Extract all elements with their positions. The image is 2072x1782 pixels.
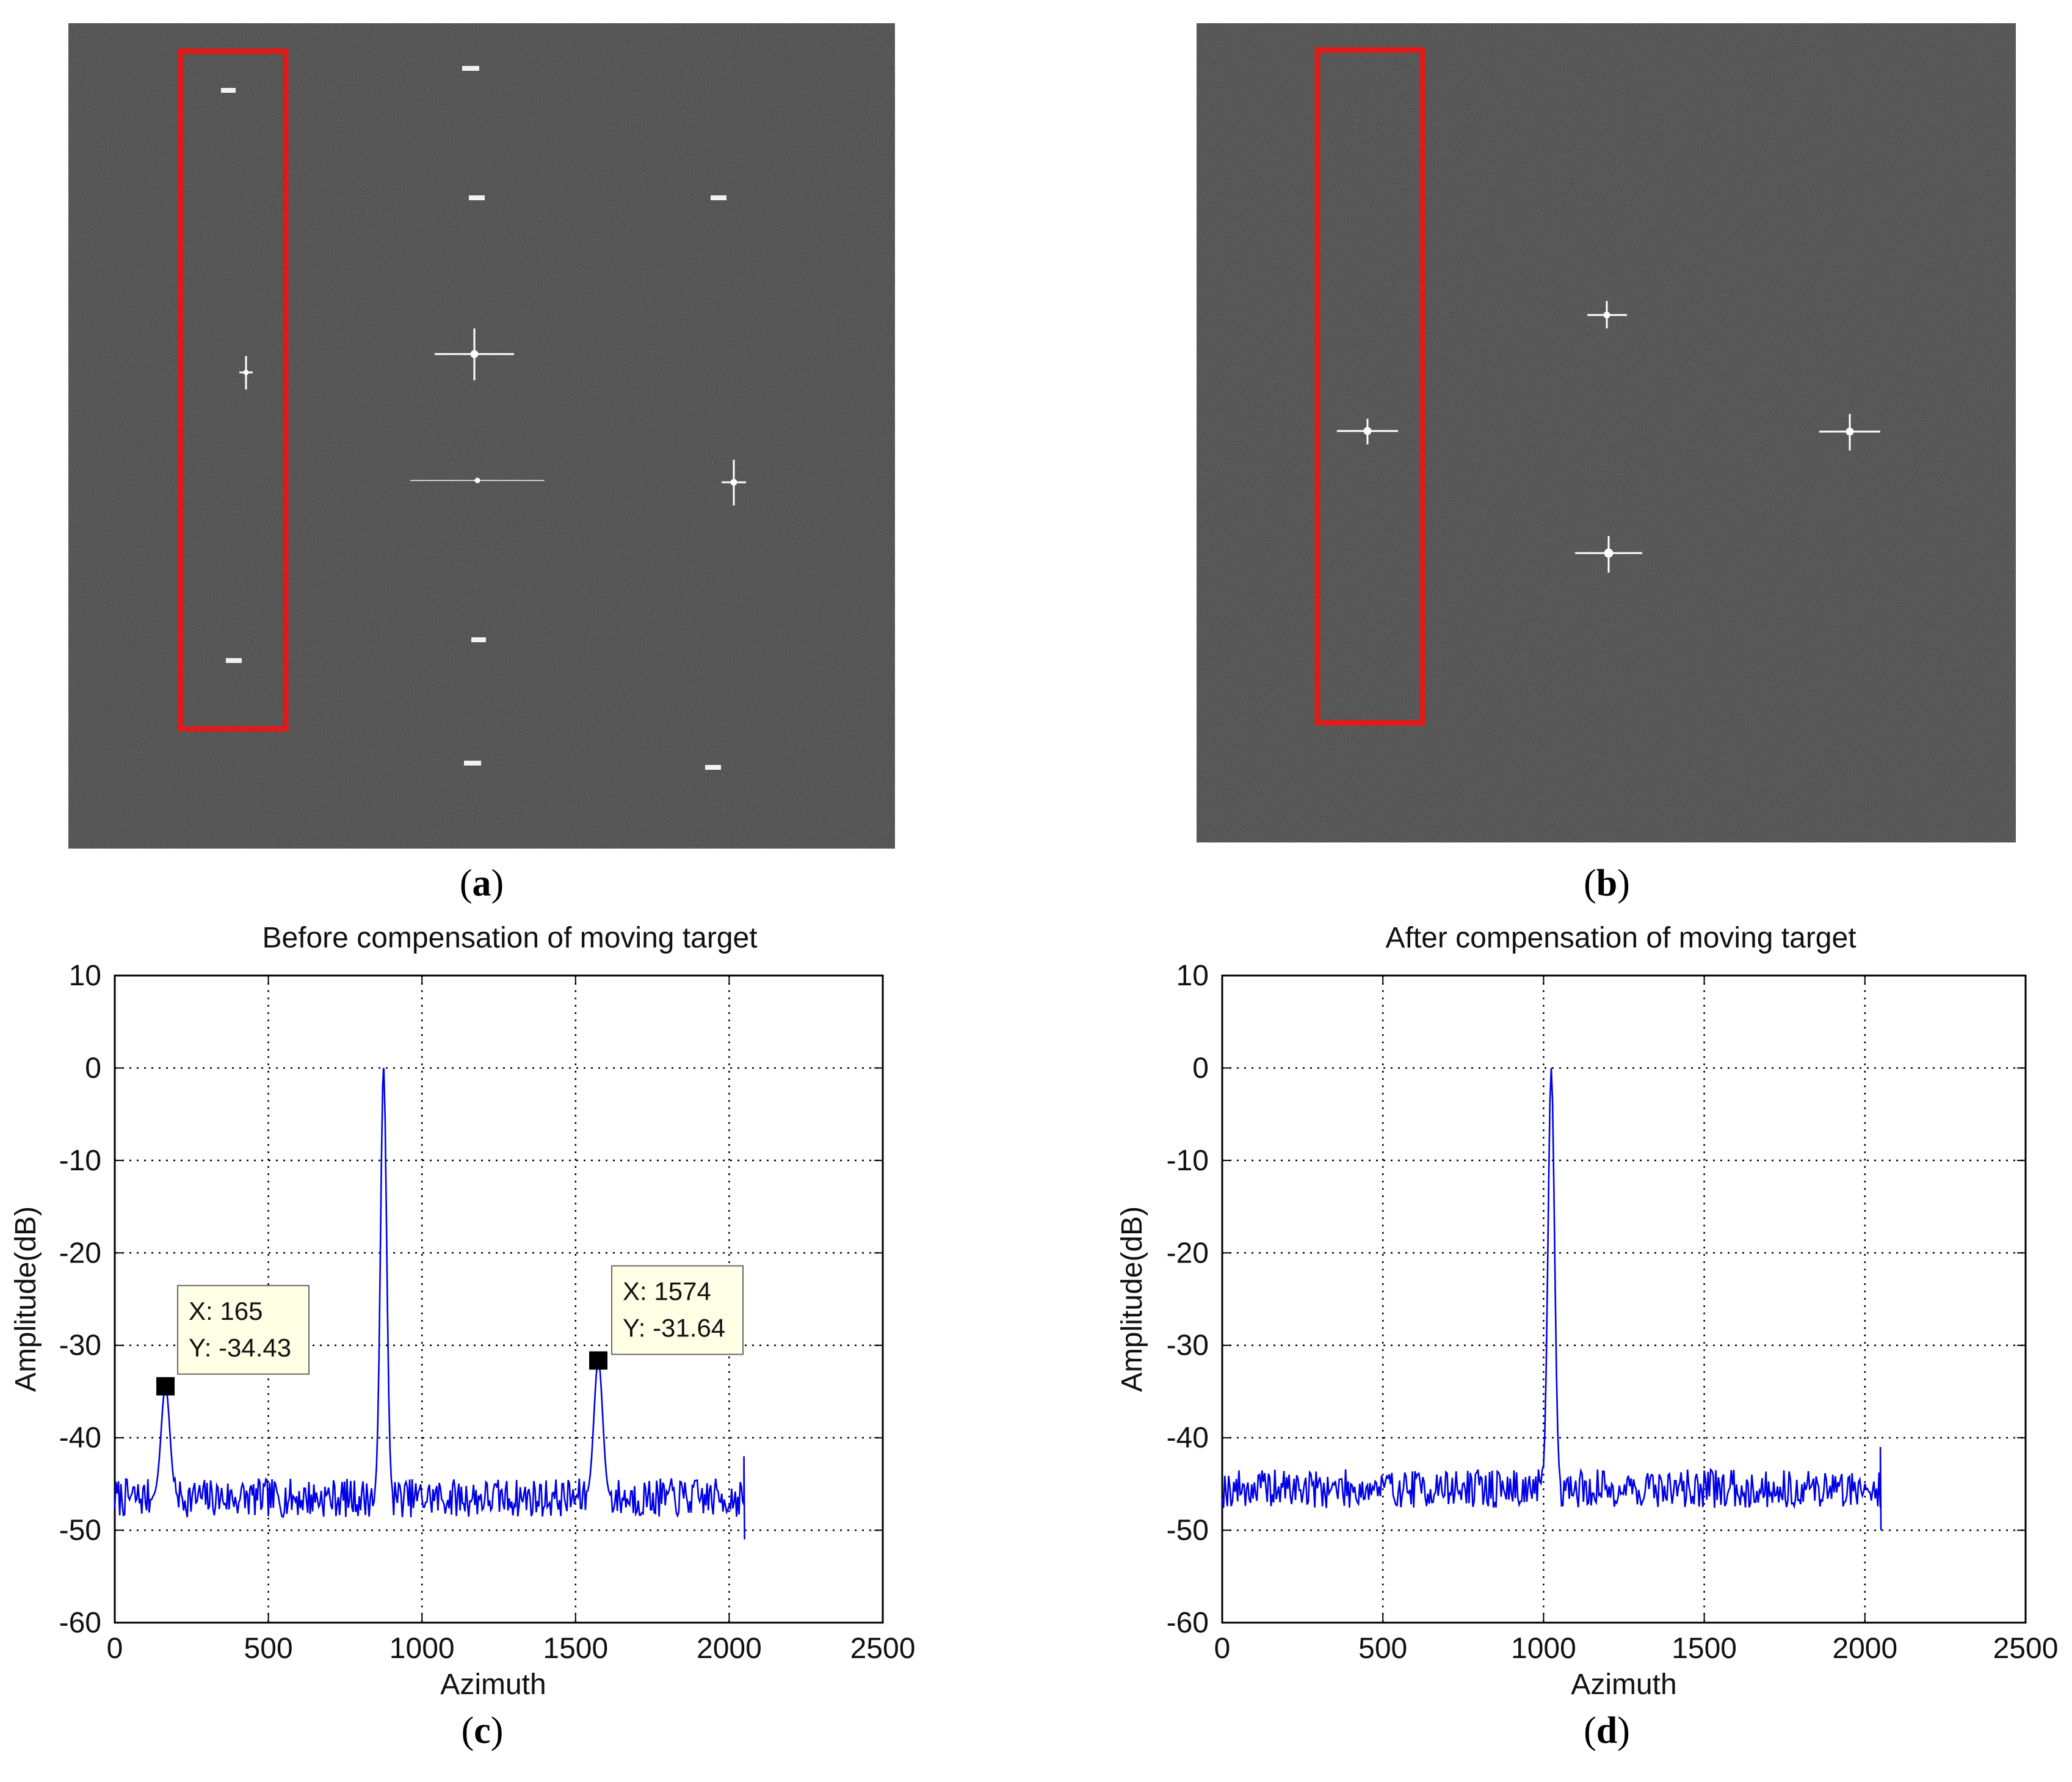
sublabel-b: (b) <box>1584 863 1630 904</box>
series <box>114 1068 745 1540</box>
plot-area: 0 500 1000 1500 2000 2500 10 0 -10 -20 -30 -40 -50 -… <box>1167 960 2059 1665</box>
chart-before-compensation: Before compensation of moving target 0 50… <box>10 922 916 1701</box>
chart-title: Before compensation of moving target <box>262 922 757 954</box>
sar-image-a-svg <box>68 23 895 849</box>
x-tick-label: 500 <box>244 1632 293 1665</box>
x-tick-label: 1500 <box>543 1632 608 1665</box>
sublabel-a: (a) <box>459 863 504 904</box>
y-tick-label: -10 <box>59 1145 101 1177</box>
plot-frame <box>1221 974 2027 1624</box>
plot-area: 0 500 1000 1500 2000 2500 10 0 -10 -20 -30 -40 -50 -… <box>59 960 916 1665</box>
y-tick-label: -20 <box>1167 1237 1209 1269</box>
sublabel-c: (c) <box>461 1710 504 1751</box>
point-target <box>239 356 253 389</box>
x-ticks: 0 500 1000 1500 2000 2500 <box>1214 976 2059 1665</box>
x-axis-label: Azimuth <box>1571 1668 1676 1701</box>
y-tick-label: -60 <box>59 1607 101 1639</box>
x-tick-label: 2000 <box>1832 1632 1897 1665</box>
datatip-box <box>177 1284 310 1375</box>
point-target <box>435 328 514 380</box>
y-ticks: 10 0 -10 -20 -30 -40 -50 -60 <box>1167 960 2026 1639</box>
target-smear <box>711 195 726 200</box>
y-axis-label: Amplitude(dB) <box>10 1206 42 1392</box>
x-tick-label: 1000 <box>389 1632 455 1665</box>
y-tick-label: -30 <box>1167 1330 1209 1362</box>
series-line <box>114 1068 745 1540</box>
sar-image-a <box>68 23 895 849</box>
series <box>1221 1068 1882 1530</box>
y-tick-label: -20 <box>59 1237 101 1269</box>
highlight-box <box>178 48 289 732</box>
y-tick-label: -50 <box>59 1515 101 1547</box>
datatip-x: X: 1574 <box>623 1277 711 1306</box>
y-tick-label: 10 <box>69 960 101 992</box>
point-target <box>1575 536 1642 573</box>
target-smear <box>464 761 481 766</box>
y-tick-label: -30 <box>59 1330 101 1362</box>
sar-image-b <box>1197 23 2016 842</box>
datatip-y: Y: -31.64 <box>623 1314 725 1342</box>
x-axis-label: Azimuth <box>440 1668 546 1701</box>
highlight-box <box>1314 47 1425 726</box>
y-axis-label: Amplitude(dB) <box>1116 1206 1148 1392</box>
x-tick-label: 2500 <box>1993 1632 2059 1665</box>
series-line <box>1221 1068 1882 1530</box>
x-tick-label: 1500 <box>1672 1632 1737 1665</box>
y-tick-label: -50 <box>1167 1515 1209 1547</box>
x-tick-label: 2000 <box>697 1632 762 1665</box>
datatips: X: 165 Y: -34.43 X: 1574 Y: -31.64 <box>156 1265 744 1396</box>
chart-after-compensation: After compensation of moving target 0 500… <box>1116 922 2059 1701</box>
sar-noise <box>68 23 895 849</box>
y-tick-label: 0 <box>1192 1052 1209 1084</box>
y-tick-label: -40 <box>59 1422 101 1454</box>
sar-noise <box>1197 23 2016 842</box>
target-smear <box>221 88 236 93</box>
x-tick-label: 2500 <box>850 1632 916 1665</box>
sublabel-d: (d) <box>1584 1710 1630 1751</box>
chart-title: After compensation of moving target <box>1385 922 1856 954</box>
datatip-marker <box>156 1377 175 1396</box>
x-ticks: 0 500 1000 1500 2000 2500 <box>107 976 916 1665</box>
point-target <box>1819 414 1880 451</box>
datatip-box <box>611 1265 744 1355</box>
y-tick-label: 0 <box>85 1052 101 1084</box>
target-smear <box>471 637 486 642</box>
point-target <box>1337 419 1398 444</box>
point-target <box>1587 301 1627 328</box>
y-tick-label: -40 <box>1167 1422 1209 1454</box>
target-smear <box>226 658 242 663</box>
target-smear <box>469 195 485 200</box>
point-target <box>722 460 746 505</box>
x-tick-label: 0 <box>1214 1632 1231 1665</box>
sar-image-b-svg <box>1197 23 2016 842</box>
y-ticks: 10 0 -10 -20 -30 -40 -50 -60 <box>59 960 883 1639</box>
datatip-y: Y: -34.43 <box>189 1333 291 1362</box>
y-tick-label: 10 <box>1176 960 1209 992</box>
datatip-marker <box>589 1351 608 1370</box>
x-tick-label: 500 <box>1358 1632 1407 1665</box>
point-target <box>410 477 545 484</box>
target-smear <box>705 765 721 770</box>
y-tick-label: -60 <box>1167 1607 1209 1639</box>
grid <box>1222 976 2026 1623</box>
datatip-x: X: 165 <box>189 1297 263 1325</box>
target-smear <box>462 66 479 71</box>
y-tick-label: -10 <box>1167 1145 1209 1177</box>
x-tick-label: 1000 <box>1511 1632 1576 1665</box>
x-tick-label: 0 <box>107 1632 123 1665</box>
